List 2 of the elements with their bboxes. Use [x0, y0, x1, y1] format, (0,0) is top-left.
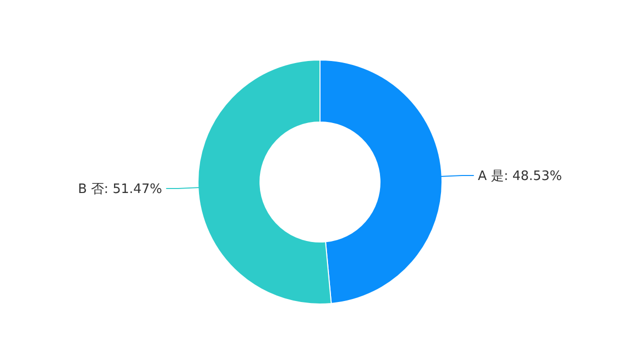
- slice-label: B 否: 51.47%: [78, 182, 162, 198]
- slice-label: A 是: 48.53%: [478, 168, 562, 184]
